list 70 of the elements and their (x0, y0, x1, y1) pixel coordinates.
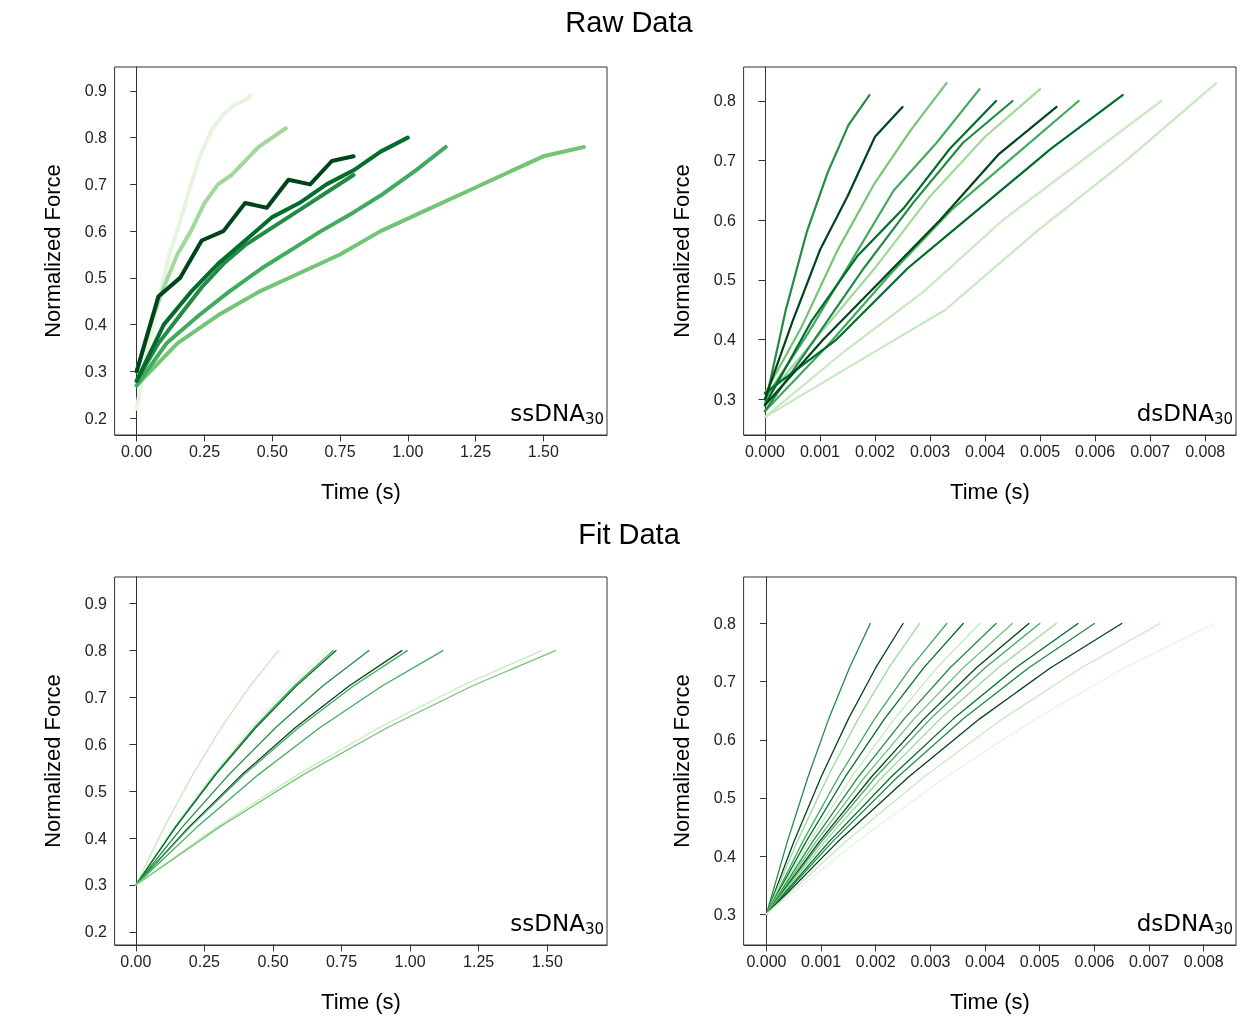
y-tick-label: 0.8 (84, 129, 108, 147)
x-tick-label: 0.000 (746, 952, 787, 970)
x-tick-label: 0.004 (965, 952, 1006, 970)
y-tick-label: 0.3 (713, 390, 737, 408)
x-tick-label: 1.50 (531, 952, 563, 970)
y-tick-label: 0.5 (84, 782, 108, 800)
y-tick-label: 0.7 (713, 152, 737, 170)
x-tick-label: 0.25 (188, 442, 221, 460)
x-tick-label: 0.25 (188, 952, 221, 970)
y-tick-label: 0.9 (84, 595, 108, 613)
y-tick-label: 0.8 (713, 615, 737, 633)
y-axis-title: Normalized Force (668, 674, 694, 848)
x-tick-label: 0.002 (855, 952, 896, 970)
y-tick-label: 0.5 (713, 271, 737, 289)
x-tick-label: 1.25 (459, 442, 492, 460)
x-tick-label: 0.003 (909, 442, 951, 460)
x-tick-label: 0.008 (1183, 952, 1224, 970)
y-tick-label: 0.4 (713, 331, 737, 349)
y-axis-title: Normalized Force (39, 164, 65, 338)
chart-title: Fit Data (577, 518, 681, 551)
x-axis-title: Time (s) (950, 478, 1030, 504)
x-tick-label: 1.00 (394, 952, 426, 970)
y-tick-label: 0.7 (84, 688, 108, 706)
x-tick-label: 0.001 (801, 952, 842, 970)
y-tick-label: 0.8 (84, 642, 108, 660)
y-tick-label: 0.3 (713, 905, 737, 923)
x-tick-label: 1.00 (392, 442, 424, 460)
x-axis-title: Time (s) (321, 988, 401, 1014)
x-tick-label: 0.005 (1020, 442, 1061, 460)
y-tick-label: 0.4 (84, 829, 108, 847)
x-tick-label: 0.50 (257, 952, 289, 970)
y-tick-label: 0.5 (713, 789, 737, 807)
y-tick-label: 0.6 (84, 735, 108, 753)
y-tick-label: 0.7 (713, 673, 737, 691)
y-tick-label: 0.6 (713, 211, 737, 229)
y-tick-label: 0.3 (84, 362, 108, 380)
x-axis-title: Time (s) (321, 478, 401, 504)
y-axis-title: Normalized Force (39, 674, 65, 848)
y-tick-label: 0.5 (84, 269, 108, 287)
y-tick-label: 0.4 (713, 847, 737, 865)
x-tick-label: 0.003 (910, 952, 951, 970)
y-tick-label: 0.2 (84, 409, 108, 427)
x-tick-label: 0.000 (744, 442, 786, 460)
x-tick-label: 0.00 (120, 952, 152, 970)
x-tick-label: 0.00 (121, 442, 153, 460)
x-tick-label: 0.001 (799, 442, 841, 460)
x-tick-label: 0.008 (1185, 442, 1226, 460)
x-tick-label: 0.004 (965, 442, 1006, 460)
x-tick-label: 0.75 (324, 442, 356, 460)
x-tick-label: 0.75 (325, 952, 358, 970)
x-tick-label: 1.50 (527, 442, 559, 460)
y-tick-label: 0.4 (84, 316, 108, 334)
x-tick-label: 0.007 (1129, 952, 1170, 970)
y-tick-label: 0.6 (84, 222, 108, 240)
x-tick-label: 1.25 (463, 952, 495, 970)
y-tick-label: 0.9 (84, 82, 108, 100)
x-tick-label: 0.005 (1019, 952, 1060, 970)
y-tick-label: 0.7 (84, 175, 108, 193)
y-tick-label: 0.3 (84, 876, 108, 894)
y-axis-title: Normalized Force (668, 164, 694, 338)
chart-title: Raw Data (564, 6, 694, 39)
x-tick-label: 0.002 (854, 442, 896, 460)
x-tick-label: 0.007 (1130, 442, 1171, 460)
x-tick-label: 0.50 (256, 442, 288, 460)
x-tick-label: 0.006 (1075, 442, 1116, 460)
y-tick-label: 0.8 (713, 92, 737, 110)
x-tick-label: 0.006 (1074, 952, 1115, 970)
x-axis-title: Time (s) (950, 988, 1030, 1014)
y-tick-label: 0.2 (84, 923, 108, 941)
y-tick-label: 0.6 (713, 731, 737, 749)
